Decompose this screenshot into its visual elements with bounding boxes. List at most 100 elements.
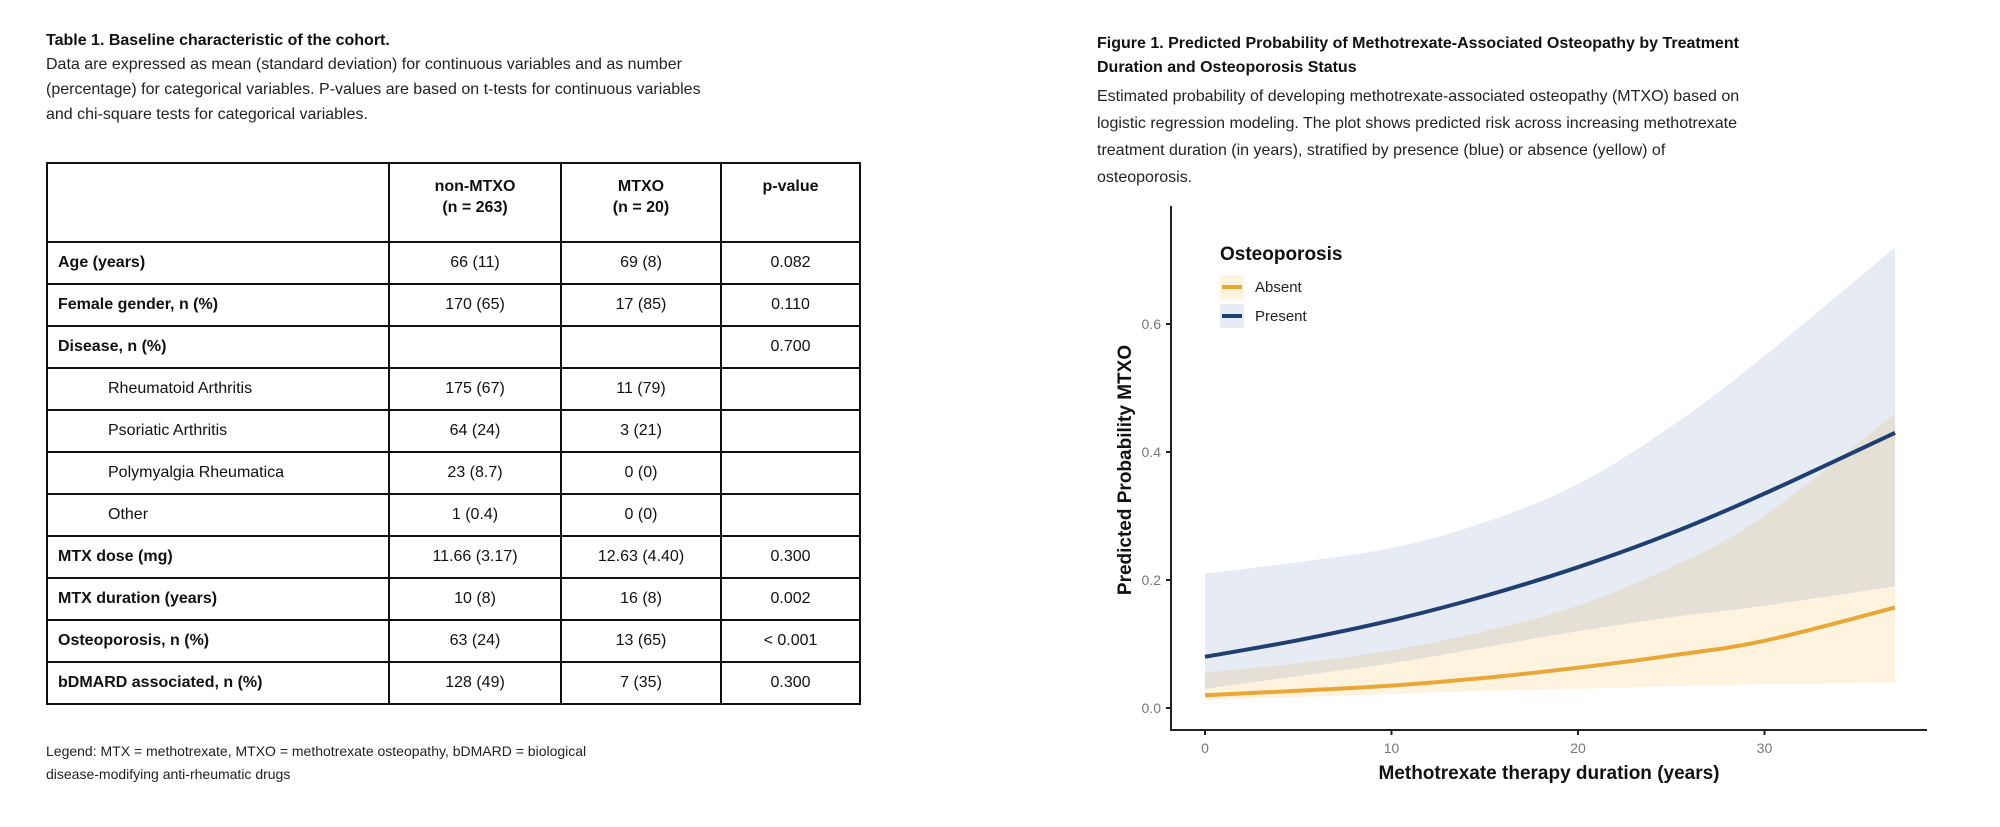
figure-title-line: Duration and Osteoporosis Status: [1097, 59, 1357, 76]
table-header-row: non-MTXO (n = 263) MTXO (n = 20) p-value: [46, 162, 861, 243]
cell-p-value: 0.300: [720, 661, 861, 705]
cell-non-mtxo: 1 (0.4): [388, 493, 562, 537]
cell-non-mtxo: 23 (8.7): [388, 451, 562, 495]
table-row: MTX dose (mg) 11.66 (3.17) 12.63 (4.40) 0.3…: [46, 535, 861, 579]
cell-non-mtxo: 11.66 (3.17): [388, 535, 562, 579]
y-tick-label: 0.2: [1142, 572, 1162, 588]
cell-p-value: [720, 493, 861, 537]
header-line: (n = 263): [442, 199, 508, 216]
cell-non-mtxo: 10 (8): [388, 577, 562, 621]
cell-p-value: 0.110: [720, 283, 861, 327]
table-title: Table 1. Baseline characteristic of the …: [46, 32, 390, 49]
table-legend-line: Legend: MTX = methotrexate, MTXO = metho…: [46, 743, 587, 759]
cell-p-value: [720, 451, 861, 495]
table-description: Data are expressed as mean (standard dev…: [46, 52, 701, 127]
baseline-table: non-MTXO (n = 263) MTXO (n = 20) p-value A…: [46, 162, 861, 705]
header-line: (n = 20): [612, 199, 670, 216]
series-line-absent: [1204, 605, 1896, 698]
header-non-mtxo: non-MTXO (n = 263): [388, 162, 562, 243]
confidence-band-present: [1205, 247, 1896, 689]
row-label: Female gender, n (%): [46, 283, 390, 327]
figure-description-line: Estimated probability of developing meth…: [1097, 88, 1740, 105]
table-row: Polymyalgia Rheumatica 23 (8.7) 0 (0): [46, 451, 861, 495]
table-row: Osteoporosis, n (%) 63 (24) 13 (65) < 0.001: [46, 619, 861, 663]
cell-p-value: < 0.001: [720, 619, 861, 663]
cell-mtxo: 16 (8): [560, 577, 722, 621]
table-row: Rheumatoid Arthritis 175 (67) 11 (79): [46, 367, 861, 411]
cell-non-mtxo: 128 (49): [388, 661, 562, 705]
cell-mtxo: 0 (0): [560, 493, 722, 537]
table-row: Other 1 (0.4) 0 (0): [46, 493, 861, 537]
cell-non-mtxo: [388, 325, 562, 369]
cell-p-value: [720, 367, 861, 411]
row-label: Osteoporosis, n (%): [46, 619, 390, 663]
figure-description-line: osteoporosis.: [1097, 169, 1193, 186]
cell-non-mtxo: 66 (11): [388, 241, 562, 285]
x-tick-label: 10: [1384, 740, 1400, 756]
cell-mtxo: 0 (0): [560, 451, 722, 495]
cell-mtxo: [560, 325, 722, 369]
y-axis-title: Predicted Probability MTXO: [1115, 345, 1136, 595]
figure-description: Estimated probability of developing meth…: [1097, 83, 1739, 191]
row-label: Disease, n (%): [46, 325, 390, 369]
legend-label-present: Present: [1255, 308, 1308, 325]
cell-p-value: 0.700: [720, 325, 861, 369]
cell-mtxo: 17 (85): [560, 283, 722, 327]
table-row: Female gender, n (%) 170 (65) 17 (85) 0.110: [46, 283, 861, 327]
legend-title: Osteoporosis: [1220, 244, 1342, 265]
row-label: bDMARD associated, n (%): [46, 661, 390, 705]
table-description-line: and chi-square tests for categorical var…: [46, 106, 368, 123]
cell-mtxo: 7 (35): [560, 661, 722, 705]
header-empty: [46, 162, 390, 243]
y-tick-label: 0.4: [1142, 444, 1162, 460]
header-p-value: p-value: [720, 162, 861, 243]
row-label: Psoriatic Arthritis: [46, 409, 390, 453]
y-tick-label: 0.0: [1142, 700, 1162, 716]
y-tick-label: 0.6: [1142, 316, 1162, 332]
row-label: Other: [46, 493, 390, 537]
cell-mtxo: 13 (65): [560, 619, 722, 663]
table-description-line: Data are expressed as mean (standard dev…: [46, 56, 682, 73]
x-tick-label: 20: [1570, 740, 1586, 756]
table-row: Age (years) 66 (11) 69 (8) 0.082: [46, 241, 861, 285]
cell-mtxo: 12.63 (4.40): [560, 535, 722, 579]
x-axis-title: Methotrexate therapy duration (years): [1378, 763, 1719, 784]
x-tick-label: 0: [1201, 740, 1209, 756]
x-tick-label: 30: [1757, 740, 1773, 756]
cell-p-value: 0.002: [720, 577, 861, 621]
figure-title-line: Figure 1. Predicted Probability of Metho…: [1097, 35, 1739, 52]
figure-title: Figure 1. Predicted Probability of Metho…: [1097, 32, 1739, 80]
cell-mtxo: 11 (79): [560, 367, 722, 411]
cell-non-mtxo: 170 (65): [388, 283, 562, 327]
table-legend-line: disease-modifying anti-rheumatic drugs: [46, 766, 291, 782]
table-legend: Legend: MTX = methotrexate, MTXO = metho…: [46, 740, 586, 786]
row-label: Rheumatoid Arthritis: [46, 367, 390, 411]
header-line: non-MTXO: [434, 178, 516, 195]
legend-label-absent: Absent: [1255, 279, 1303, 296]
row-label: MTX duration (years): [46, 577, 390, 621]
header-line: MTXO: [617, 178, 665, 195]
header-line: p-value: [762, 178, 819, 195]
table-row: Disease, n (%) 0.700: [46, 325, 861, 369]
cell-non-mtxo: 64 (24): [388, 409, 562, 453]
table-row: MTX duration (years) 10 (8) 16 (8) 0.002: [46, 577, 861, 621]
cell-p-value: 0.082: [720, 241, 861, 285]
cell-mtxo: 69 (8): [560, 241, 722, 285]
confidence-band-absent: [1205, 413, 1896, 701]
cell-mtxo: 3 (21): [560, 409, 722, 453]
cell-non-mtxo: 63 (24): [388, 619, 562, 663]
series-line-present: [1204, 430, 1896, 659]
row-label: Polymyalgia Rheumatica: [46, 451, 390, 495]
header-mtxo: MTXO (n = 20): [560, 162, 722, 243]
cell-non-mtxo: 175 (67): [388, 367, 562, 411]
row-label: Age (years): [46, 241, 390, 285]
cell-p-value: 0.300: [720, 535, 861, 579]
table-row: bDMARD associated, n (%) 128 (49) 7 (35) 0.…: [46, 661, 861, 705]
figure-description-line: treatment duration (in years), stratifie…: [1097, 142, 1666, 159]
cell-p-value: [720, 409, 861, 453]
row-label: MTX dose (mg): [46, 535, 390, 579]
table-row: Psoriatic Arthritis 64 (24) 3 (21): [46, 409, 861, 453]
figure-description-line: logistic regression modeling. The plot s…: [1097, 115, 1738, 132]
table-description-line: (percentage) for categorical variables. …: [46, 81, 701, 98]
